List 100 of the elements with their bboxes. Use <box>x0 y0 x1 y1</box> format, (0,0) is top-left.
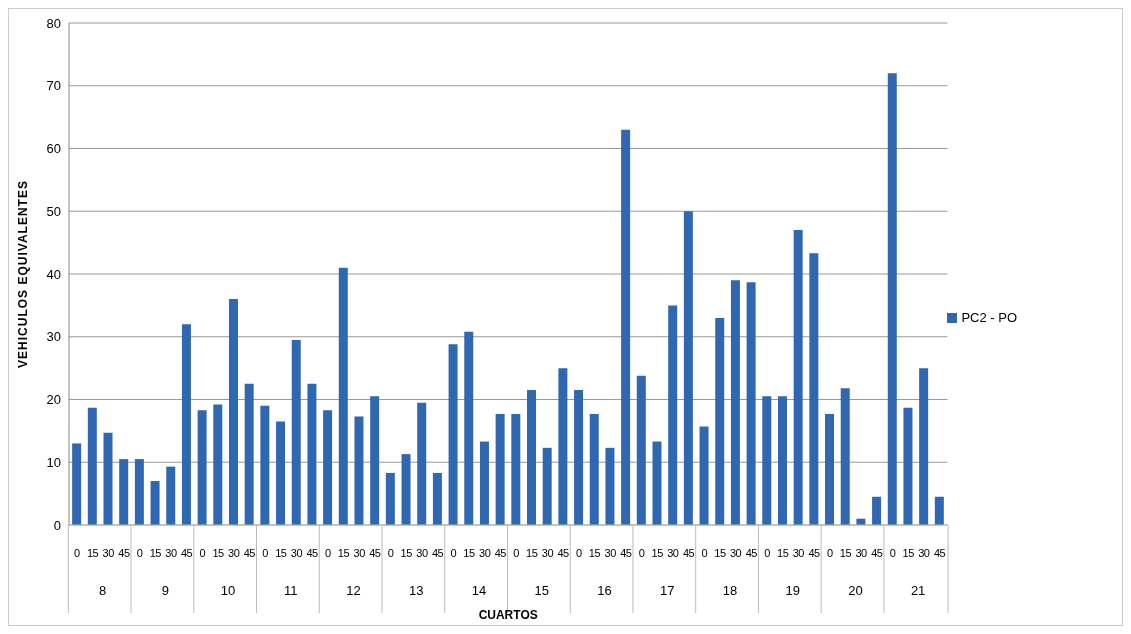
bar <box>589 413 599 525</box>
text: 13 <box>408 583 424 598</box>
x-tick-label: 45 <box>494 547 507 559</box>
x-tick-label: 30 <box>290 547 303 559</box>
bar <box>213 404 223 525</box>
y-tick-label: 70 <box>46 78 61 94</box>
bar <box>840 388 850 525</box>
x-tick-label: 45 <box>682 547 695 559</box>
bar <box>385 472 395 525</box>
bar <box>181 324 191 525</box>
x-tick-label: 15 <box>588 547 601 559</box>
bar <box>323 410 333 525</box>
y-tick-label: 20 <box>46 392 61 408</box>
bar <box>464 331 474 525</box>
text: 9 <box>161 583 169 598</box>
text: 21 <box>910 583 926 598</box>
x-tick-label: 15 <box>777 547 789 559</box>
x-tick-label: 15 <box>902 547 915 559</box>
x-tick-label: 15 <box>526 547 538 559</box>
x-tick-label: 30 <box>604 547 617 559</box>
x-tick-label: 45 <box>306 547 319 559</box>
y-axis-title: VEHICULOS EQUIVALENTES <box>16 180 31 368</box>
x-tick-label: 30 <box>667 547 679 559</box>
bar <box>574 390 584 525</box>
x-tick-label: 45 <box>933 547 946 559</box>
x-tick-label: 0 <box>324 547 331 559</box>
bar <box>401 454 411 525</box>
x-tick-label: 0 <box>387 547 394 559</box>
bar <box>636 375 646 525</box>
bar <box>150 481 160 525</box>
bar <box>87 407 97 525</box>
bar <box>934 496 944 525</box>
bar <box>542 447 552 525</box>
x-tick-label: 15 <box>337 547 350 559</box>
text: 8 <box>98 583 107 598</box>
bar <box>417 402 427 525</box>
bar <box>511 413 521 525</box>
x-tick-label: 0 <box>262 547 269 559</box>
x-tick-label: 30 <box>416 547 428 559</box>
bar <box>793 230 803 525</box>
text: 16 <box>597 583 612 598</box>
bar <box>887 73 897 525</box>
x-tick-label: 30 <box>228 547 240 559</box>
x-tick-label: 30 <box>353 547 366 559</box>
x-tick-label: 45 <box>431 547 444 559</box>
x-tick-label: 0 <box>74 547 81 559</box>
bar <box>762 396 772 525</box>
bar <box>354 416 364 525</box>
text: 14 <box>471 583 487 598</box>
x-tick-label: 15 <box>149 547 162 559</box>
bar <box>307 383 317 525</box>
bar <box>872 496 882 525</box>
bar <box>809 253 819 525</box>
x-tick-label: 0 <box>638 547 645 559</box>
bar <box>777 396 787 525</box>
bar <box>448 344 458 525</box>
x-tick-label: 30 <box>855 547 868 559</box>
x-tick-label: 30 <box>165 547 177 559</box>
x-tick-label: 0 <box>826 547 833 559</box>
x-tick-label: 0 <box>450 547 457 559</box>
y-tick-label: 30 <box>46 329 61 345</box>
x-tick-label: 45 <box>557 547 570 559</box>
bar <box>730 280 740 525</box>
bar <box>621 129 631 525</box>
x-tick-label: 15 <box>212 547 224 559</box>
y-tick-label: 50 <box>46 203 61 219</box>
bar <box>652 441 662 525</box>
bar <box>103 432 113 525</box>
x-tick-label: 45 <box>871 547 883 559</box>
x-tick-label: 45 <box>808 547 821 559</box>
bar <box>825 413 835 525</box>
text: 17 <box>659 583 675 598</box>
x-tick-label: 45 <box>118 547 130 559</box>
y-tick-label: 0 <box>53 517 61 533</box>
text: 11 <box>283 583 298 598</box>
x-tick-label: 0 <box>513 547 520 559</box>
bar <box>166 466 176 525</box>
legend-label: PC2 - PO <box>961 309 1017 325</box>
x-tick-label: 0 <box>136 547 143 559</box>
bar <box>919 368 929 525</box>
x-tick-label: 0 <box>764 547 771 559</box>
bar <box>605 447 615 525</box>
x-tick-label: 0 <box>701 547 708 559</box>
x-tick-label: 15 <box>86 547 99 559</box>
text: 19 <box>785 583 800 598</box>
x-tick-label: 15 <box>714 547 726 559</box>
bar <box>276 421 286 525</box>
bar <box>228 299 238 525</box>
x-tick-label: 15 <box>400 547 413 559</box>
text: 20 <box>848 583 863 598</box>
bar <box>72 443 82 525</box>
bar <box>338 267 348 525</box>
x-tick-label: 30 <box>792 547 805 559</box>
text: 15 <box>534 583 549 598</box>
bar <box>699 426 709 525</box>
x-axis-title: CUARTOS <box>478 608 538 622</box>
x-tick-label: 0 <box>199 547 206 559</box>
x-tick-label: 30 <box>102 547 115 559</box>
x-tick-label: 30 <box>541 547 554 559</box>
bar <box>683 211 693 525</box>
